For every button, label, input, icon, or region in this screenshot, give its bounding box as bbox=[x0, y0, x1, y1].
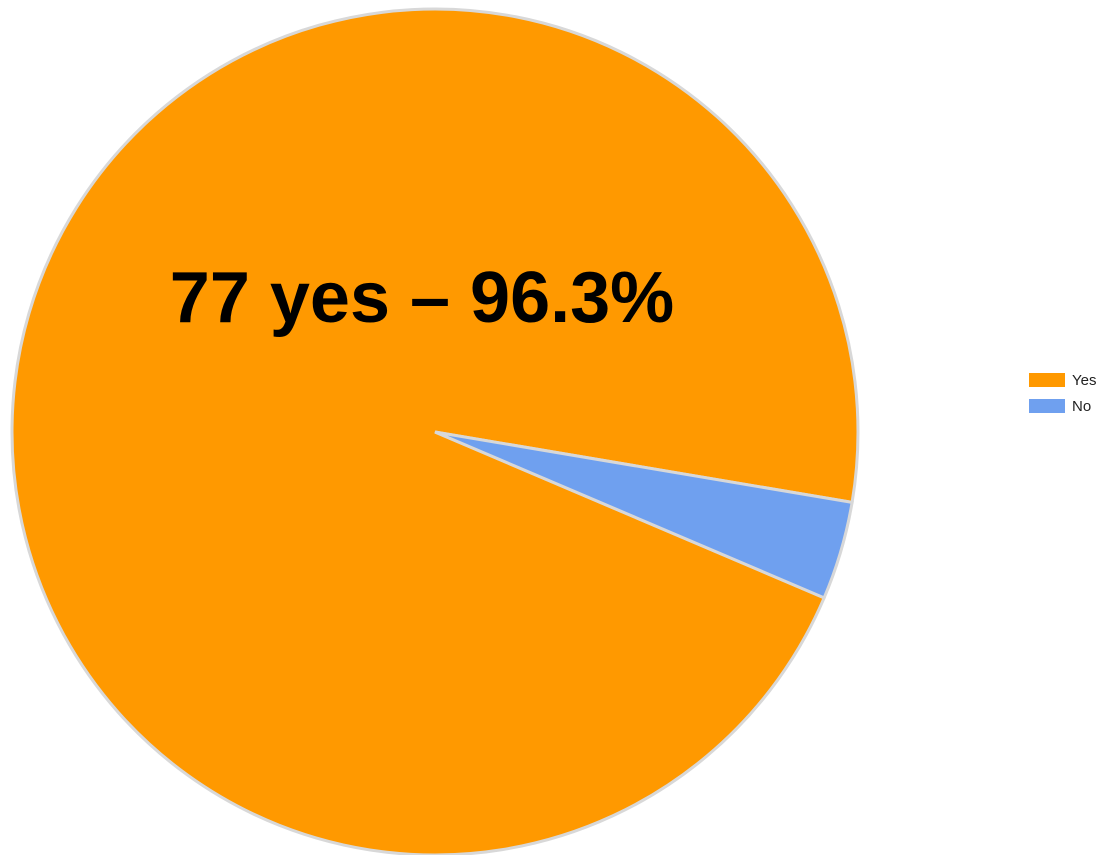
slice-annotation-yes: 77 yes – 96.3% bbox=[170, 258, 674, 338]
legend-swatch-no bbox=[1029, 399, 1065, 413]
legend-label-yes: Yes bbox=[1072, 372, 1096, 389]
legend-label-no: No bbox=[1072, 398, 1091, 415]
pie-slice-no bbox=[434, 430, 854, 600]
legend-swatch-yes bbox=[1029, 373, 1065, 387]
pie-slices bbox=[10, 7, 860, 855]
legend: Yes No bbox=[1029, 372, 1096, 415]
